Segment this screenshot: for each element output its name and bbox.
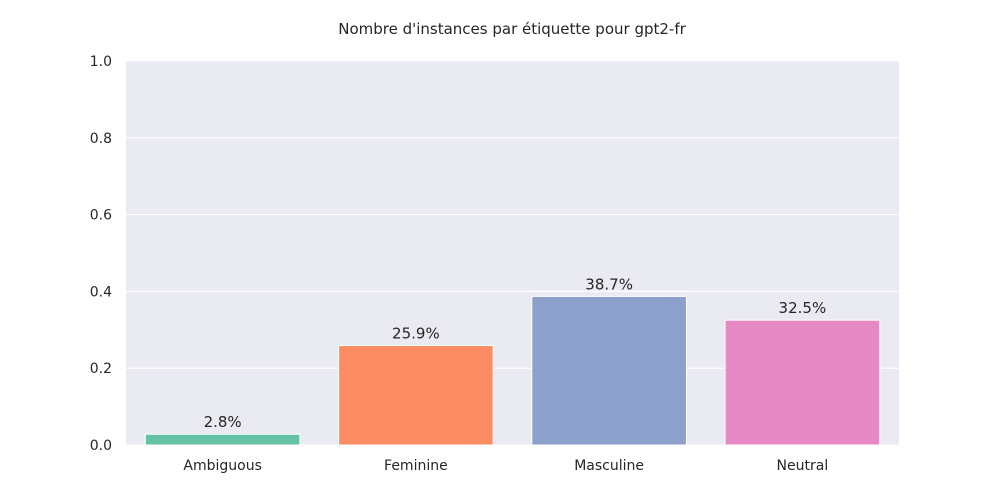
bar-neutral (724, 319, 881, 446)
chart-title: Nombre d'instances par étiquette pour gp… (338, 20, 686, 38)
y-tick-label: 0.6 (90, 208, 112, 224)
y-tick-label: 0.8 (90, 131, 112, 147)
bar-feminine (338, 345, 494, 446)
data-label: 32.5% (779, 299, 827, 317)
x-tick-label: Masculine (574, 458, 644, 474)
data-labels: 2.8% 25.9% 38.7% 32.5% (204, 275, 827, 431)
data-label: 25.9% (392, 325, 440, 343)
data-label: 2.8% (204, 413, 242, 431)
x-tick-label: Neutral (777, 458, 829, 474)
y-axis-ticks: 0.0 0.2 0.4 0.6 0.8 1.0 (90, 54, 112, 454)
y-tick-label: 0.4 (90, 284, 112, 300)
bars (144, 295, 881, 446)
x-axis-ticks: Ambiguous Feminine Masculine Neutral (183, 458, 828, 474)
data-label: 38.7% (585, 275, 633, 293)
y-tick-label: 0.2 (90, 361, 112, 377)
bar-masculine (531, 295, 687, 446)
x-tick-label: Ambiguous (183, 458, 261, 474)
x-tick-label: Feminine (384, 458, 448, 474)
y-tick-label: 1.0 (90, 54, 112, 70)
bar-ambiguous (144, 433, 301, 446)
y-tick-label: 0.0 (90, 438, 112, 454)
